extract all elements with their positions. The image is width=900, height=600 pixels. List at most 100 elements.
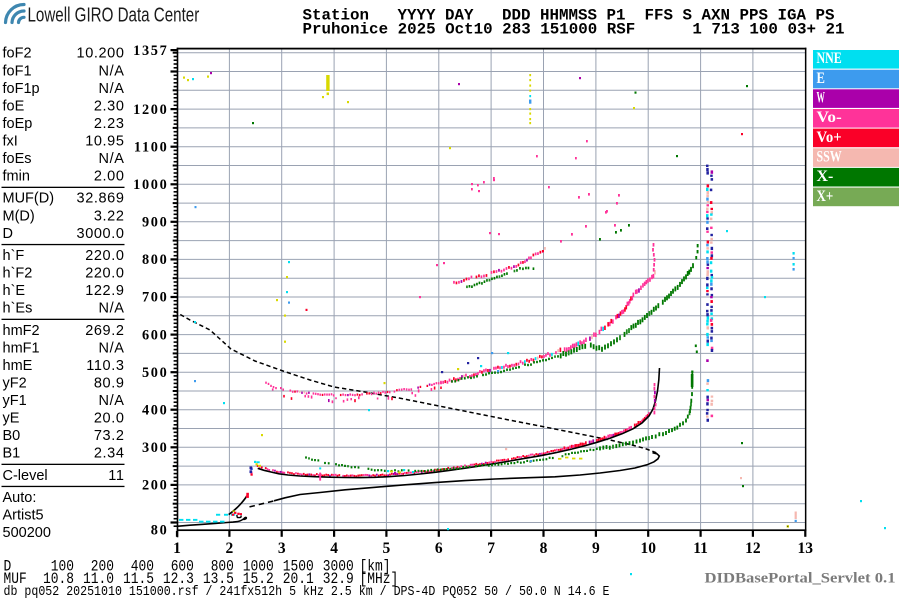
svg-text:X+: X+ [817, 188, 834, 205]
svg-text:32.9: 32.9 [323, 570, 354, 588]
svg-text:6: 6 [435, 540, 443, 557]
svg-text:1000: 1000 [243, 558, 274, 576]
svg-text:foE: foE [3, 98, 25, 114]
svg-text:220.0: 220.0 [85, 266, 124, 282]
svg-text:NNE: NNE [817, 50, 842, 67]
svg-text:10: 10 [640, 540, 656, 557]
svg-text:Vo-: Vo- [817, 109, 842, 126]
svg-text:800: 800 [142, 252, 169, 268]
svg-text:foEp: foEp [3, 116, 33, 132]
svg-text:800: 800 [211, 558, 234, 576]
svg-text:20.0: 20.0 [94, 411, 125, 427]
svg-text:500: 500 [142, 365, 169, 381]
svg-text:W: W [817, 90, 825, 107]
svg-text:2: 2 [226, 540, 234, 557]
svg-text:900: 900 [142, 215, 169, 231]
svg-text:db pq052 20251010 151000.rsf /: db pq052 20251010 151000.rsf / 241fx512h… [4, 584, 610, 600]
svg-text:foF2: foF2 [3, 46, 32, 62]
svg-text:400: 400 [142, 402, 169, 418]
svg-text:DIDBasePortal_Servlet 0.1: DIDBasePortal_Servlet 0.1 [705, 571, 896, 587]
svg-text:3: 3 [278, 540, 286, 557]
svg-text:h`E: h`E [3, 283, 26, 299]
svg-text:1500: 1500 [283, 558, 314, 576]
svg-text:11: 11 [108, 468, 124, 484]
svg-text:20.1: 20.1 [283, 570, 314, 588]
svg-text:110.3: 110.3 [86, 358, 124, 374]
svg-text:Pruhonice 2025 Oct10 283 15100: Pruhonice 2025 Oct10 283 151000 RSF 1 71… [303, 21, 845, 39]
svg-text:13: 13 [798, 540, 814, 557]
svg-text:1200: 1200 [133, 102, 168, 118]
svg-text:N/A: N/A [99, 151, 125, 167]
svg-text:foEs: foEs [3, 151, 32, 167]
svg-text:11.0: 11.0 [83, 570, 114, 588]
svg-text:1357: 1357 [133, 43, 168, 59]
svg-text:3000.0: 3000.0 [77, 226, 125, 242]
svg-text:500200: 500200 [3, 525, 51, 541]
svg-text:15.2: 15.2 [243, 570, 274, 588]
svg-text:hmF2: hmF2 [3, 323, 40, 339]
svg-text:7: 7 [487, 540, 495, 557]
svg-text:Station YYYY DAY DDD HHMMS: Station YYYY DAY DDD HHMMSS P1 FFS S AXN… [303, 7, 835, 25]
svg-text:yF2: yF2 [3, 375, 27, 391]
svg-text:N/A: N/A [99, 81, 125, 97]
svg-text:h`F2: h`F2 [3, 266, 33, 282]
svg-text:10.200: 10.200 [77, 46, 125, 62]
svg-text:1000: 1000 [133, 177, 168, 193]
svg-text:8: 8 [540, 540, 548, 557]
svg-text:10.95: 10.95 [85, 134, 124, 150]
svg-text:32.869: 32.869 [77, 191, 125, 207]
svg-text:M(D): M(D) [3, 208, 35, 224]
svg-text:11: 11 [693, 540, 708, 557]
svg-text:[MHz]: [MHz] [360, 570, 399, 588]
svg-text:3000: 3000 [323, 558, 354, 576]
svg-text:fmin: fmin [3, 169, 30, 185]
svg-text:10.8: 10.8 [43, 570, 74, 588]
svg-text:X-: X- [817, 168, 834, 185]
svg-text:269.2: 269.2 [85, 323, 124, 339]
svg-text:h`F: h`F [3, 248, 25, 264]
svg-text:4: 4 [330, 540, 338, 557]
svg-text:400: 400 [131, 558, 154, 576]
svg-text:fxI: fxI [3, 134, 18, 150]
svg-text:D: D [3, 226, 13, 242]
svg-text:SSW: SSW [817, 149, 842, 166]
svg-text:2.34: 2.34 [94, 446, 125, 462]
svg-text:2.23: 2.23 [94, 116, 125, 132]
svg-text:200: 200 [91, 558, 114, 576]
svg-text:80: 80 [151, 523, 169, 539]
svg-text:foF1p: foF1p [3, 81, 40, 97]
svg-text:[km]: [km] [360, 558, 391, 576]
svg-text:220.0: 220.0 [85, 248, 124, 264]
svg-text:C-level: C-level [3, 468, 48, 484]
svg-text:80.9: 80.9 [94, 375, 125, 391]
svg-text:hmF1: hmF1 [3, 340, 40, 356]
svg-text:N/A: N/A [99, 393, 125, 409]
svg-text:N/A: N/A [99, 301, 125, 317]
svg-text:73.2: 73.2 [94, 428, 125, 444]
svg-text:100: 100 [51, 558, 74, 576]
svg-text:3.22: 3.22 [94, 208, 125, 224]
svg-text:600: 600 [142, 327, 169, 343]
svg-text:2.00: 2.00 [94, 169, 125, 185]
svg-text:1100: 1100 [134, 139, 169, 155]
svg-text:B1: B1 [3, 446, 21, 462]
svg-text:hmE: hmE [3, 358, 33, 374]
svg-text:yF1: yF1 [3, 393, 27, 409]
svg-text:E: E [817, 70, 825, 87]
svg-text:122.9: 122.9 [85, 283, 124, 299]
svg-text:Lowell GIRO Data Center: Lowell GIRO Data Center [28, 3, 200, 26]
svg-text:2.30: 2.30 [94, 98, 125, 114]
svg-text:600: 600 [171, 558, 194, 576]
svg-text:Auto:: Auto: [3, 490, 37, 506]
svg-text:foF1: foF1 [3, 63, 32, 79]
svg-text:h`Es: h`Es [3, 301, 33, 317]
svg-text:Vo+: Vo+ [817, 129, 842, 146]
svg-text:MUF(D): MUF(D) [3, 191, 55, 207]
svg-text:B0: B0 [3, 428, 21, 444]
svg-text:1: 1 [173, 540, 181, 557]
svg-text:12.3: 12.3 [163, 570, 194, 588]
svg-text:300: 300 [142, 440, 169, 456]
svg-text:N/A: N/A [99, 63, 125, 79]
svg-text:yE: yE [3, 411, 20, 427]
svg-text:5: 5 [383, 540, 391, 557]
